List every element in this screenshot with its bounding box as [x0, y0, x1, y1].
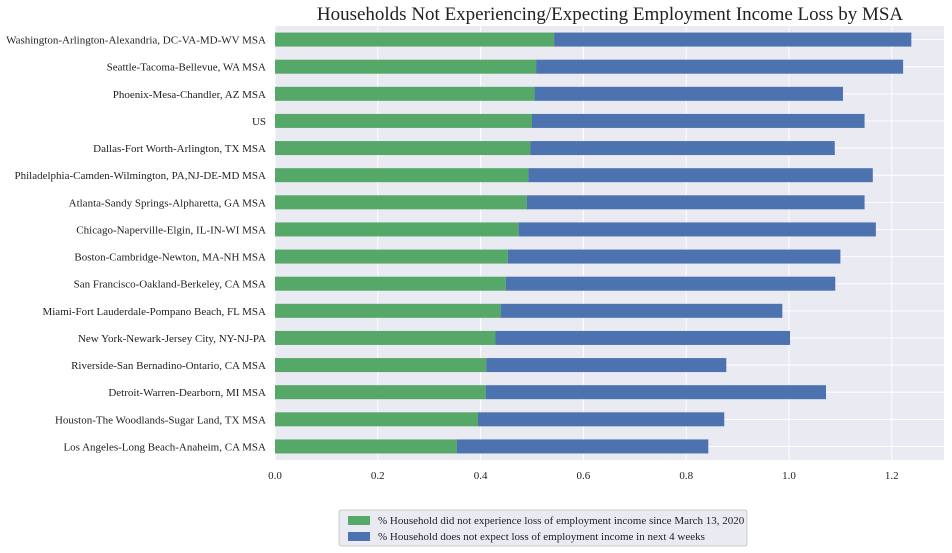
- category-label: Atlanta-Sandy Springs-Alpharetta, GA MSA: [69, 197, 266, 209]
- bar-series-1-4: [530, 141, 835, 156]
- bar-series-0-6: [275, 195, 527, 210]
- bar-series-0-2: [275, 86, 535, 101]
- bar-series-0-3: [275, 113, 532, 128]
- legend-box: [338, 509, 748, 547]
- bar-series-0-1: [275, 59, 537, 74]
- category-label: Riverside-San Bernadino-Ontario, CA MSA: [71, 360, 266, 372]
- legend-swatch-1: [348, 532, 370, 541]
- x-tick-label: 1.2: [885, 470, 899, 482]
- category-label: Dallas-Fort Worth-Arlington, TX MSA: [93, 143, 266, 155]
- bar-series-1-2: [534, 86, 843, 101]
- x-tick-label: 0.6: [577, 470, 591, 482]
- bar-series-1-12: [486, 358, 727, 373]
- legend: % Household did not experience loss of e…: [338, 509, 748, 547]
- bar-series-0-15: [275, 439, 457, 454]
- legend-label-0: % Household did not experience loss of e…: [378, 515, 745, 527]
- bar-series-1-15: [456, 439, 709, 454]
- category-label: Miami-Fort Lauderdale-Pompano Beach, FL …: [42, 306, 266, 318]
- x-tick-label: 0.0: [268, 470, 282, 482]
- category-label: Detroit-Warren-Dearborn, MI MSA: [108, 387, 266, 399]
- legend-swatch-0: [348, 516, 370, 525]
- bar-series-1-10: [500, 303, 783, 318]
- bar-series-1-8: [507, 249, 841, 264]
- bar-series-0-8: [275, 249, 508, 264]
- bar-series-0-9: [275, 276, 506, 291]
- bar-series-0-4: [275, 141, 531, 156]
- bar-series-1-14: [478, 412, 725, 427]
- category-label: Philadelphia-Camden-Wilmington, PA,NJ-DE…: [14, 170, 266, 182]
- x-tick-label: 1.0: [782, 470, 796, 482]
- bar-series-0-5: [275, 168, 529, 183]
- bar-series-1-7: [518, 222, 876, 237]
- category-label: Phoenix-Mesa-Chandler, AZ MSA: [113, 89, 266, 101]
- x-tick-label: 0.8: [679, 470, 693, 482]
- bars: [275, 32, 912, 454]
- bar-series-1-3: [532, 113, 865, 128]
- x-tick-labels: 0.0 0.2 0.4 0.6 0.8 1.0 1.2: [268, 470, 899, 482]
- bar-series-1-13: [485, 385, 827, 400]
- category-label: Boston-Cambridge-Newton, MA-NH MSA: [74, 252, 266, 264]
- category-label: US: [252, 116, 266, 128]
- category-label: New York-Newark-Jersey City, NY-NJ-PA: [78, 333, 266, 345]
- category-label: Chicago-Naperville-Elgin, IL-IN-WI MSA: [76, 224, 266, 236]
- bar-series-1-9: [505, 276, 836, 291]
- category-labels: Washington-Arlington-Alexandria, DC-VA-M…: [6, 35, 266, 454]
- category-label: Seattle-Tacoma-Bellevue, WA MSA: [107, 62, 266, 74]
- bar-series-1-11: [495, 330, 791, 345]
- chart-title: Households Not Experiencing/Expecting Em…: [317, 4, 904, 25]
- legend-label-1: % Household does not expect loss of empl…: [378, 531, 705, 543]
- category-label: San Francisco-Oakland-Berkeley, CA MSA: [74, 279, 266, 291]
- category-label: Los Angeles-Long Beach-Anaheim, CA MSA: [63, 441, 266, 453]
- bar-series-0-10: [275, 303, 501, 318]
- bar-series-0-7: [275, 222, 519, 237]
- bar-series-1-1: [536, 59, 904, 74]
- category-label: Houston-The Woodlands-Sugar Land, TX MSA: [55, 414, 266, 426]
- bar-series-0-13: [275, 385, 486, 400]
- bar-series-1-5: [528, 168, 873, 183]
- bar-series-1-0: [554, 32, 912, 47]
- bar-series-0-14: [275, 412, 479, 427]
- x-tick-label: 0.2: [371, 470, 385, 482]
- bar-series-0-0: [275, 32, 555, 47]
- bar-series-0-11: [275, 330, 496, 345]
- bar-series-0-12: [275, 358, 487, 373]
- x-tick-label: 0.4: [474, 470, 488, 482]
- category-label: Washington-Arlington-Alexandria, DC-VA-M…: [6, 35, 266, 47]
- bar-series-1-6: [526, 195, 865, 210]
